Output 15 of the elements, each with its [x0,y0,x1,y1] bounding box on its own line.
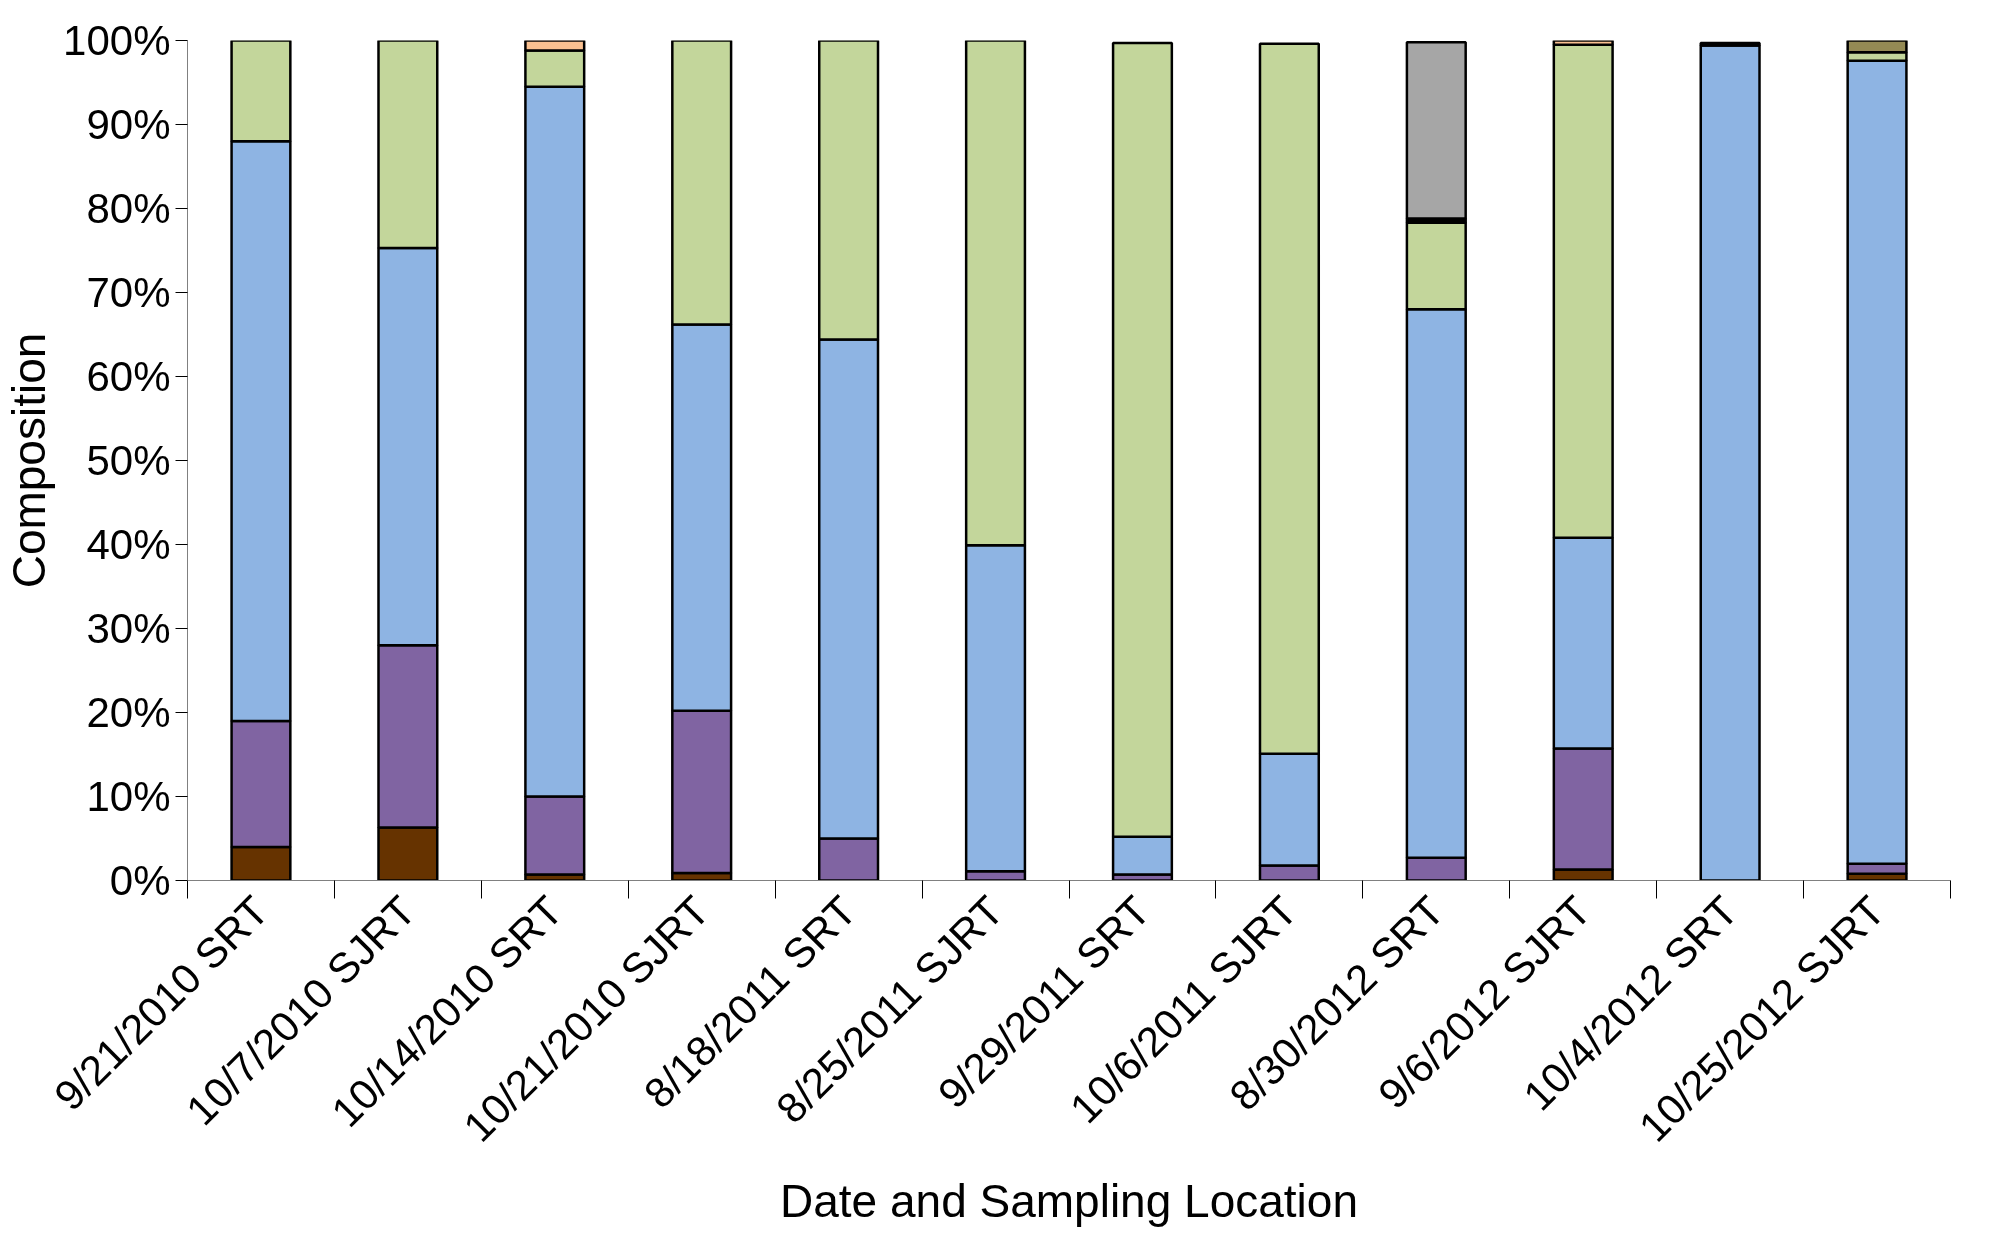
y-axis-title: Composition [3,332,56,589]
y-tick-label: 50% [86,437,171,484]
x-axis-title: Date and Sampling Location [780,1175,1358,1228]
y-tick-label: 30% [86,605,171,652]
y-tick-label: 90% [86,101,171,148]
bar [1405,40,1467,220]
bar [1699,44,1761,881]
y-tick-label: 100% [63,17,171,64]
y-tick-label: 10% [86,773,171,820]
y-tick-label: 60% [86,353,171,400]
y-tick-label: 20% [86,689,171,736]
y-tick-label: 0% [109,857,171,904]
y-tick-label: 40% [86,521,171,568]
y-tick-label: 70% [86,269,171,316]
y-tick-label: 80% [86,185,171,232]
